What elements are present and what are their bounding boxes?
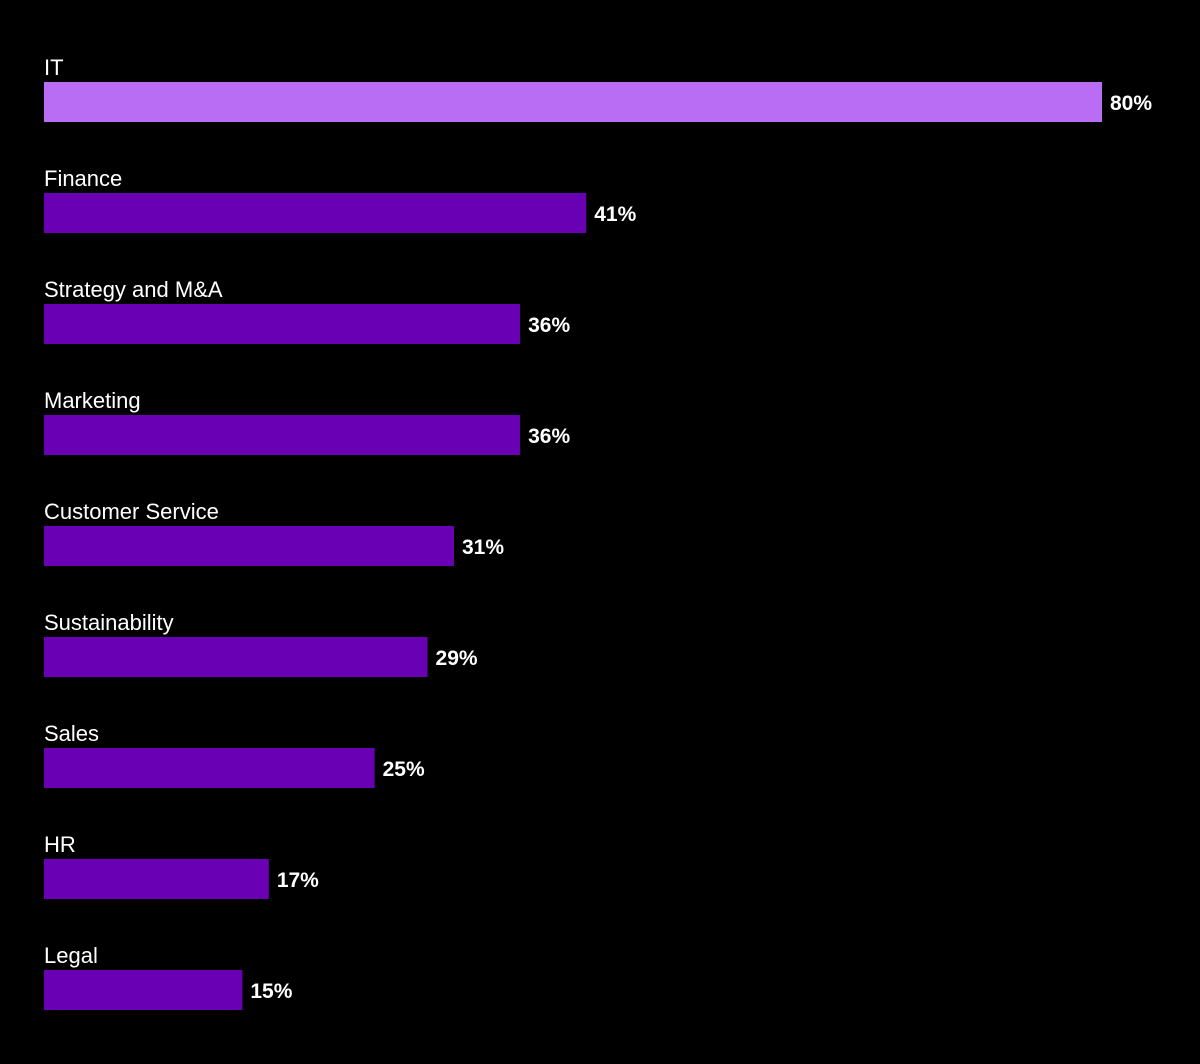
bar-group-customer-service: Customer Service 31% (44, 499, 504, 566)
category-label-finance: Finance (44, 166, 122, 191)
value-label-marketing: 36% (528, 425, 570, 448)
value-label-strategy-and-manda: 36% (528, 314, 570, 337)
value-label-customer-service: 31% (462, 536, 504, 559)
category-label-marketing: Marketing (44, 388, 141, 413)
category-label-strategy-and-manda: Strategy and M&A (44, 277, 223, 302)
bar-group-marketing: Marketing 36% (44, 388, 570, 455)
bar-finance (44, 193, 587, 233)
bar-marketing (44, 415, 521, 455)
bar-hr (44, 859, 269, 899)
bar-group-sales: Sales 25% (44, 721, 425, 788)
value-label-sustainability: 29% (436, 647, 478, 670)
category-label-sales: Sales (44, 721, 99, 746)
bar-sales (44, 748, 375, 788)
bar-it (44, 82, 1102, 122)
category-label-legal: Legal (44, 943, 98, 968)
bar-group-legal: Legal 15% (44, 943, 293, 1010)
bar-legal (44, 970, 243, 1010)
bar-group-strategy-and-manda: Strategy and M&A 36% (44, 277, 570, 344)
bar-customer-service (44, 526, 454, 566)
value-label-hr: 17% (277, 869, 319, 892)
bar-group-hr: HR 17% (44, 832, 319, 899)
bar-sustainability (44, 637, 428, 677)
bar-group-sustainability: Sustainability 29% (44, 610, 478, 677)
value-label-legal: 15% (250, 980, 292, 1003)
value-label-finance: 41% (594, 203, 636, 226)
category-label-it: IT (44, 55, 64, 80)
category-label-customer-service: Customer Service (44, 499, 219, 524)
value-label-sales: 25% (383, 758, 425, 781)
value-label-it: 80% (1110, 92, 1152, 115)
bar-group-it: IT 80% (44, 55, 1152, 122)
category-label-sustainability: Sustainability (44, 610, 174, 635)
bar-strategy-and-manda (44, 304, 521, 344)
bar-group-finance: Finance 41% (44, 166, 637, 233)
category-label-hr: HR (44, 832, 76, 857)
